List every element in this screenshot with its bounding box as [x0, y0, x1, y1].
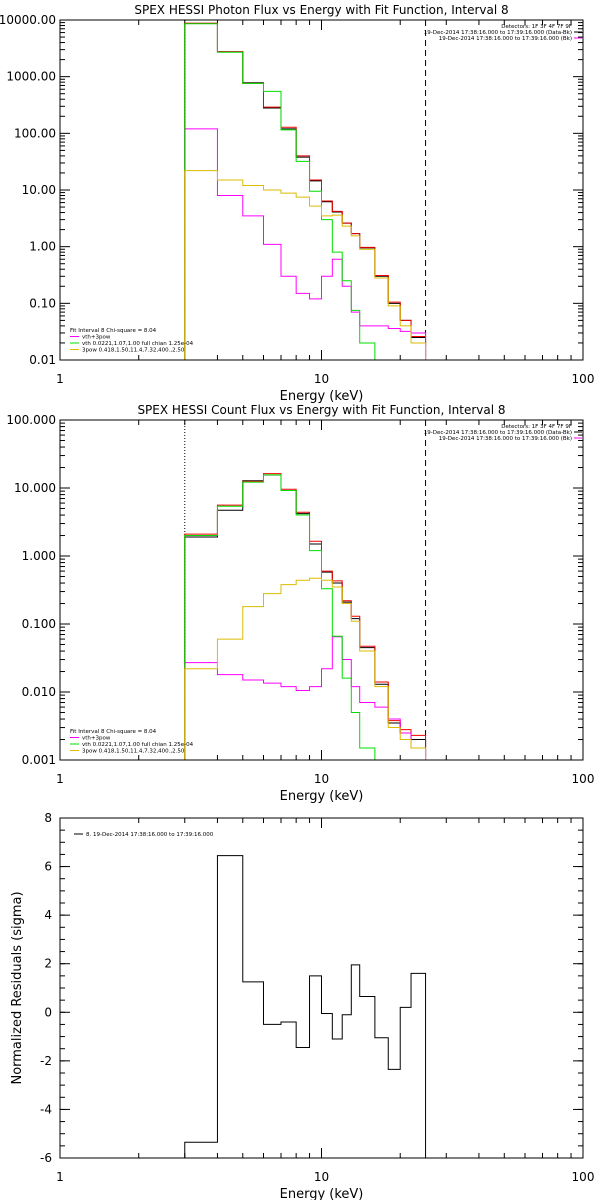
x-tick-label: 10 — [314, 772, 329, 786]
count-flux-panel: SPEX HESSI Count Flux vs Energy with Fit… — [6, 403, 594, 804]
series-vth+3pow-histogram — [184, 636, 427, 760]
x-axis-label: Energy (keV) — [280, 389, 364, 404]
plot-area — [184, 855, 427, 1158]
x-axis-label: Energy (keV) — [280, 789, 364, 804]
y-tick-label: 8 — [44, 811, 52, 825]
legend-heading: Fit Interval 8 Chi-square = 8.04 — [70, 729, 157, 735]
series-fit-histogram — [184, 473, 427, 760]
info-line: 19-Dec-2014 17:38:16.000 to 17:39:16.000… — [439, 36, 572, 42]
x-tick-label: 100 — [572, 1170, 595, 1184]
y-tick-label: -2 — [40, 1054, 52, 1068]
x-tick-label: 1 — [56, 372, 64, 386]
legend-label: vth+3pow — [82, 335, 111, 341]
y-tick-label: -6 — [40, 1151, 52, 1165]
y-tick-label: 6 — [44, 860, 52, 874]
y-tick-label: 100.00 — [14, 126, 56, 140]
y-tick-label: 0.100 — [22, 617, 56, 631]
y-tick-label: 10000.00 — [0, 13, 56, 27]
y-tick-label: 2 — [44, 957, 52, 971]
y-tick-label: 1.000 — [22, 549, 56, 563]
series-residuals-histogram — [184, 855, 427, 1158]
y-axis-label: Normalized Residuals (sigma) — [10, 891, 25, 1084]
legend-label: 3pow 0.418,1.50,11.4,7.32,400.,2.50 — [82, 749, 185, 755]
x-tick-label: 100 — [572, 772, 595, 786]
legend-label: vth 0.0221,1.07,1.00 full chian 1.25e-04 — [82, 742, 194, 748]
y-tick-label: 4 — [44, 908, 52, 922]
residuals-panel: 1 10 100 -6 -4 -2 0 2 4 6 8 Energy (keV) Normalized … — [10, 811, 594, 1200]
legend-label: vth+3pow — [82, 736, 111, 742]
x-axis-label: Energy (keV) — [280, 1187, 364, 1200]
series-data-histogram — [184, 22, 427, 360]
series-vth-histogram — [184, 474, 376, 760]
legend-label: 8. 19-Dec-2014 17:38:16.000 to 17:39:16.… — [86, 832, 214, 838]
y-tick-label: 1000.00 — [6, 70, 56, 84]
x-tick-label: 10 — [314, 1170, 329, 1184]
photon-flux-panel: SPEX HESSI Photon Flux vs Energy with Fi… — [0, 3, 594, 404]
x-tick-label: 1 — [56, 772, 64, 786]
chart-title: SPEX HESSI Count Flux vs Energy with Fit… — [137, 403, 505, 417]
y-tick-label: 0.10 — [29, 296, 56, 310]
legend-label: vth 0.0221,1.07,1.00 full chian 1.25e-04 — [82, 341, 194, 347]
y-tick-label: 100.000 — [6, 413, 56, 427]
y-tick-label: 0 — [44, 1005, 52, 1019]
plot-area — [184, 473, 427, 760]
plot-frame — [59, 817, 584, 1159]
info-line: Detectors: 1F 3F 4F 7F 9F — [501, 24, 572, 30]
info-line: 19-Dec-2014 17:38:16.000 to 17:39:16.000… — [439, 436, 572, 442]
y-tick-label: 10.00 — [22, 183, 56, 197]
y-tick-label: 0.010 — [22, 685, 56, 699]
info-line: 19-Dec-2014 17:38:16.000 to 17:39:16.000… — [424, 430, 572, 436]
series-vth-histogram — [184, 23, 376, 360]
series-fit-histogram — [184, 22, 427, 360]
series-vth+3pow-histogram — [184, 128, 427, 360]
x-tick-label: 100 — [572, 372, 595, 386]
info-line: 19-Dec-2014 17:38:16.000 to 17:39:16.000… — [424, 30, 572, 36]
legend-heading: Fit Interval 8 Chi-square = 8.04 — [70, 328, 157, 334]
chart-title: SPEX HESSI Photon Flux vs Energy with Fi… — [134, 3, 508, 17]
y-tick-label: 0.01 — [29, 353, 56, 367]
legend-label: 3pow 0.418,1.50,11.4,7.32,400.,2.50 — [82, 348, 185, 354]
y-tick-label: 0.001 — [22, 753, 56, 767]
y-tick-label: 1.00 — [29, 240, 56, 254]
series-3pow-histogram — [184, 577, 427, 760]
series-data-histogram — [184, 474, 427, 760]
plot-area — [184, 22, 427, 360]
info-line: Detectors: 1F 3F 4F 7F 9F — [501, 424, 572, 430]
y-tick-label: -4 — [40, 1102, 52, 1116]
plot-frame — [59, 19, 584, 361]
x-tick-label: 10 — [314, 372, 329, 386]
series-3pow-histogram — [184, 170, 427, 360]
plot-frame — [59, 419, 584, 761]
x-tick-label: 1 — [56, 1170, 64, 1184]
y-tick-label: 10.000 — [14, 481, 56, 495]
